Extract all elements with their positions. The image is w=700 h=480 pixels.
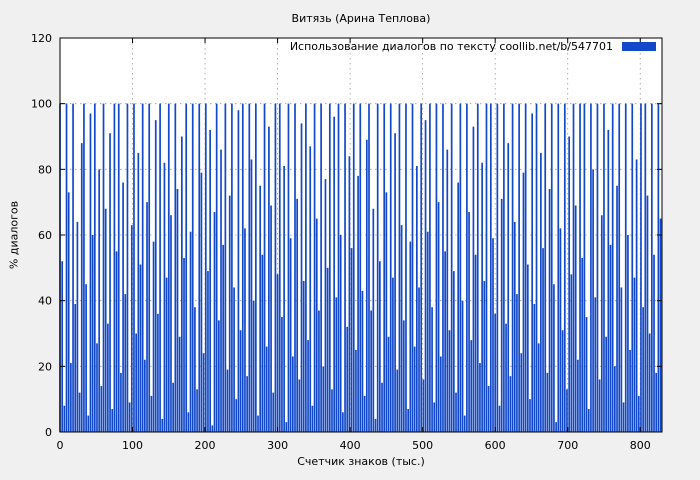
y-tick-label: 80 xyxy=(38,163,52,176)
x-tick-label: 100 xyxy=(122,439,143,452)
legend: Использование диалогов по тексту coollib… xyxy=(290,40,656,53)
x-axis-label: Счетчик знаков (тыс.) xyxy=(297,455,425,468)
y-tick-label: 40 xyxy=(38,295,52,308)
legend-label: Использование диалогов по тексту coollib… xyxy=(289,40,613,53)
legend-color-sample xyxy=(622,42,656,51)
x-tick-label: 0 xyxy=(57,439,64,452)
y-tick-label: 20 xyxy=(38,360,52,373)
x-tick-label: 500 xyxy=(412,439,433,452)
y-tick-label: 100 xyxy=(31,98,52,111)
x-tick-label: 200 xyxy=(195,439,216,452)
y-tick-label: 120 xyxy=(31,32,52,45)
x-tick-label: 300 xyxy=(267,439,288,452)
x-tick-label: 800 xyxy=(630,439,651,452)
chart-title: Витязь (Арина Теплова) xyxy=(291,12,431,25)
x-tick-label: 700 xyxy=(557,439,578,452)
y-tick-label: 0 xyxy=(45,426,52,439)
y-axis-label: % диалогов xyxy=(7,200,21,270)
x-tick-label: 600 xyxy=(485,439,506,452)
x-tick-label: 400 xyxy=(340,439,361,452)
y-tick-label: 60 xyxy=(38,229,52,242)
